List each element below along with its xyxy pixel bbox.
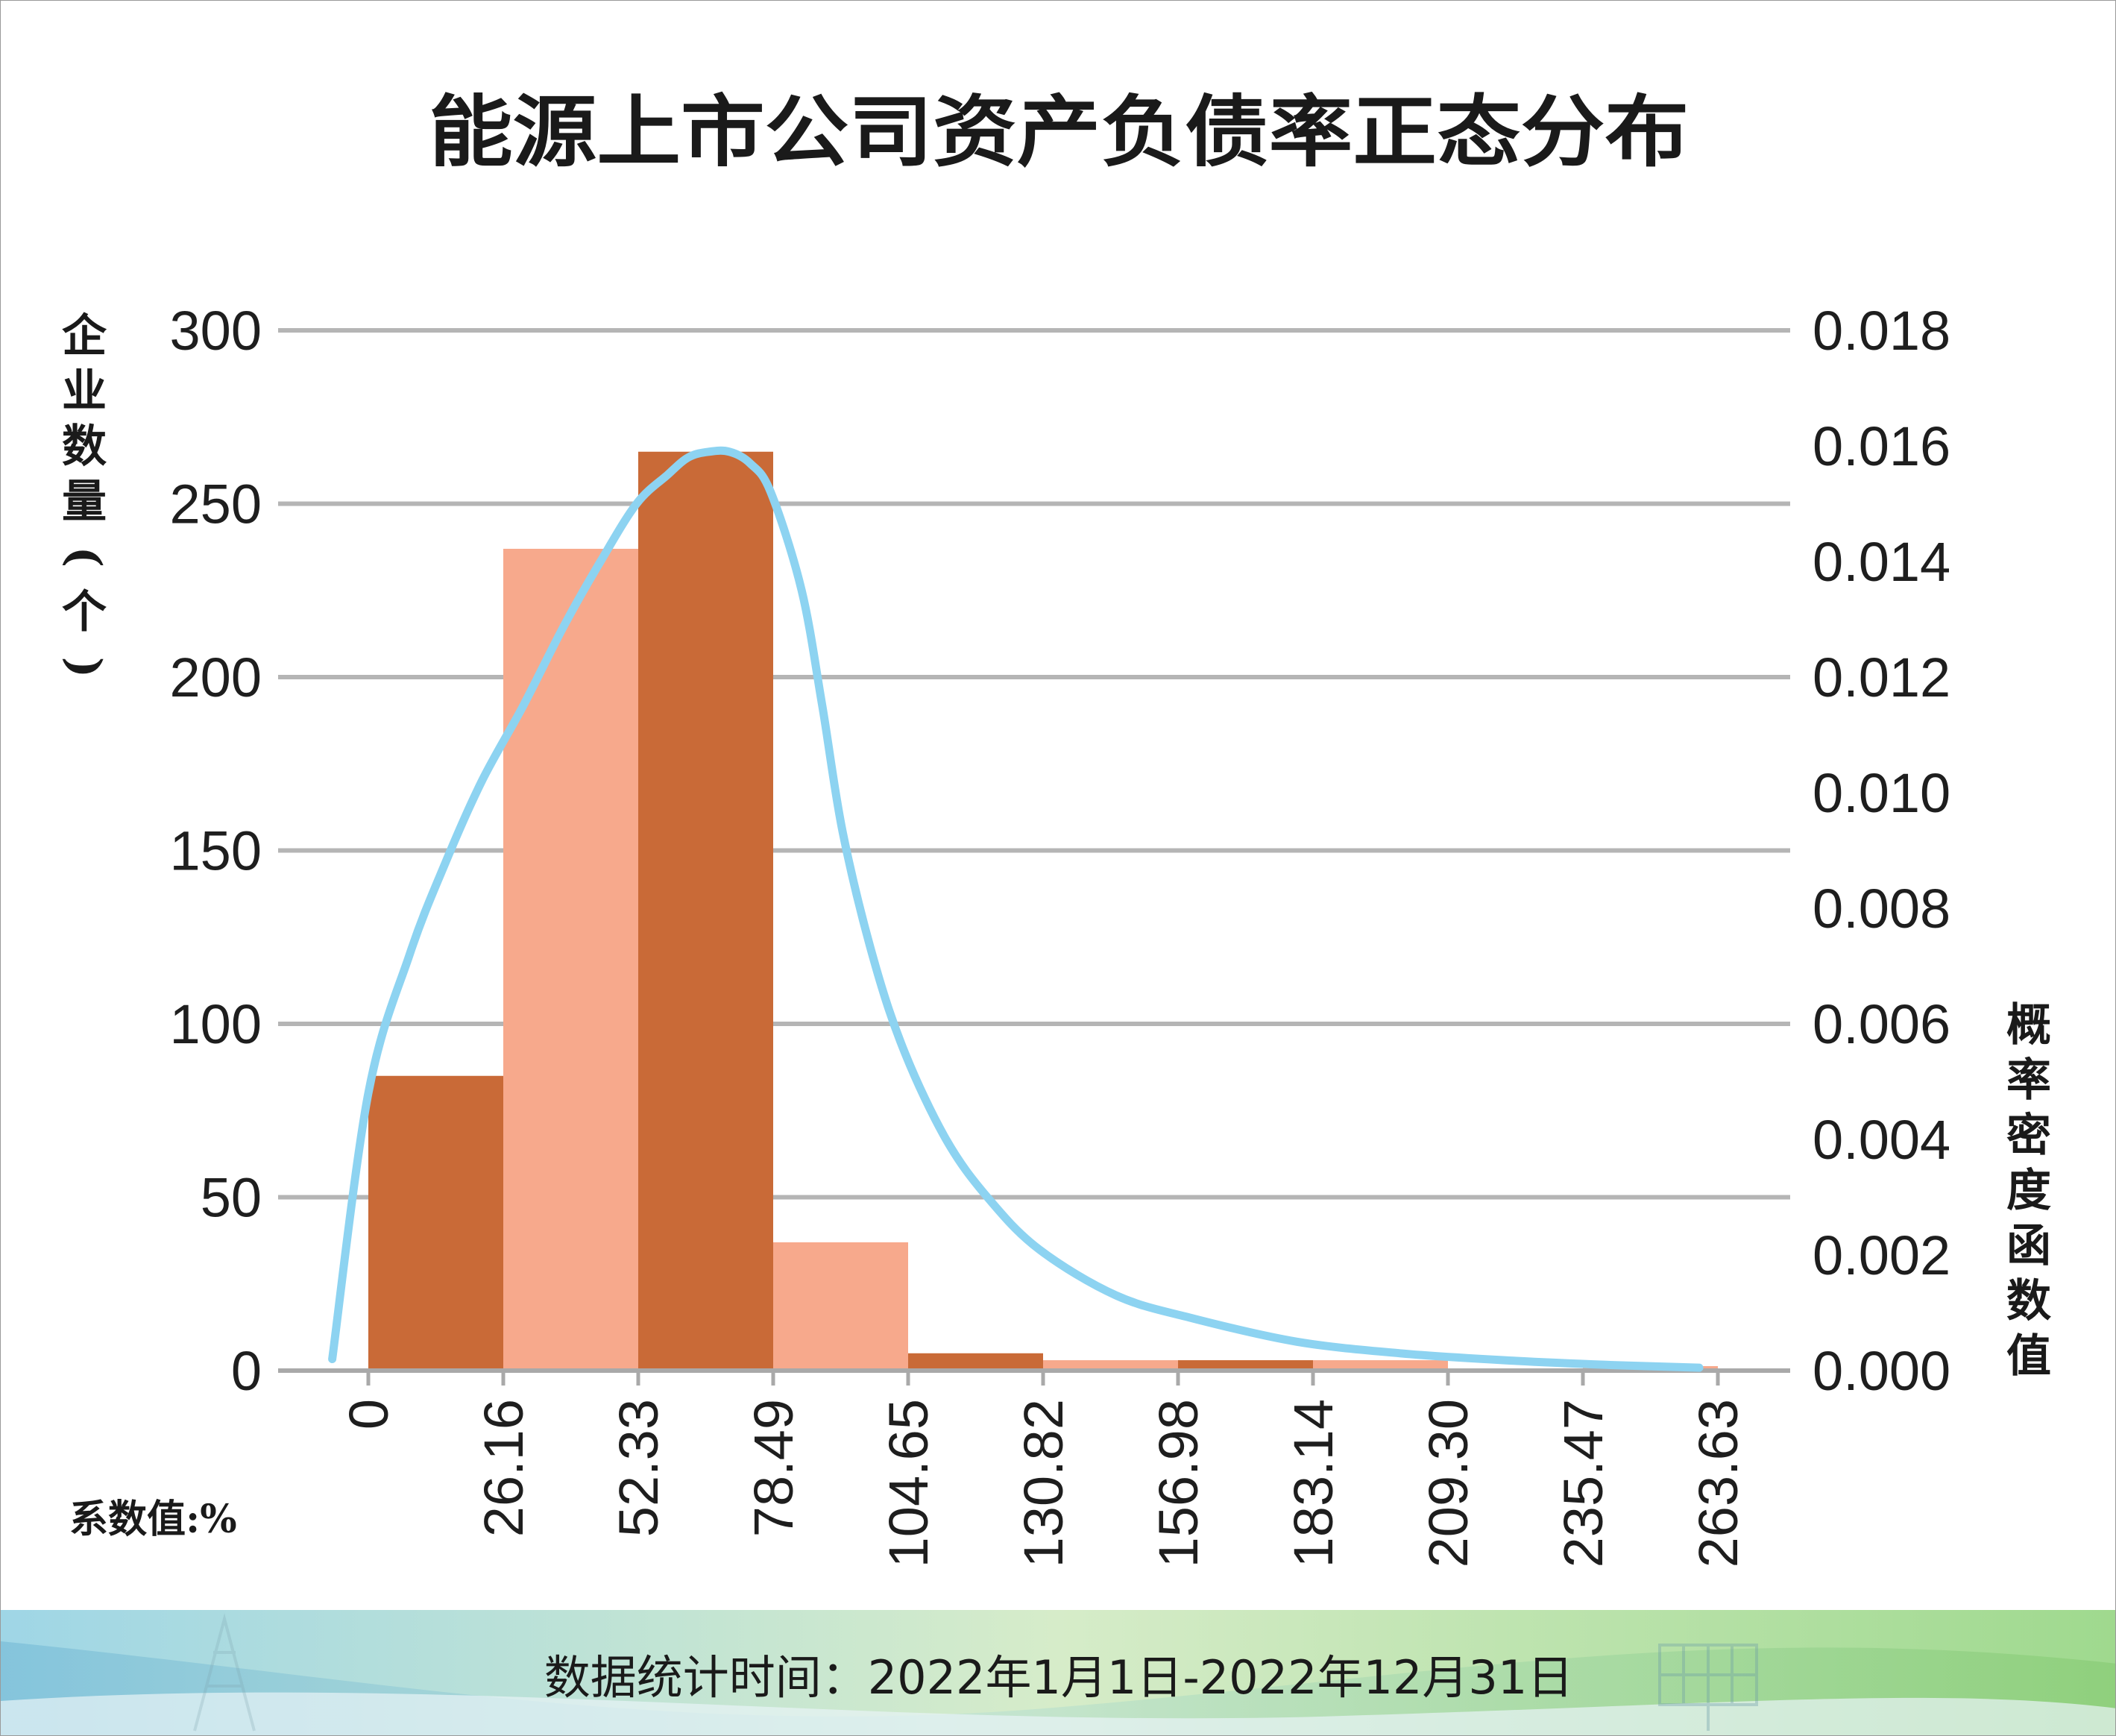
y-tick-label: 100 bbox=[170, 993, 262, 1055]
histogram-bar bbox=[1178, 1360, 1313, 1371]
x-tick-label: 52.33 bbox=[608, 1399, 670, 1537]
axis-title-glyph: 值 bbox=[2006, 1330, 2051, 1383]
axis-title-glyph: 函 bbox=[2006, 1220, 2051, 1272]
x-tick-label: 209.30 bbox=[1417, 1399, 1479, 1567]
y2-tick-label: 0.000 bbox=[1813, 1340, 1950, 1402]
x-tick-label: 235.47 bbox=[1552, 1399, 1614, 1567]
y-tick-label: 0 bbox=[231, 1340, 262, 1402]
footer-band bbox=[1, 1610, 2115, 1735]
histogram-bar bbox=[773, 1242, 908, 1371]
histogram-bar bbox=[638, 451, 773, 1371]
axis-title-glyph: 密 bbox=[2006, 1110, 2051, 1162]
bars bbox=[368, 451, 1718, 1371]
axis-title-glyph: 率 bbox=[2006, 1054, 2051, 1107]
y2-tick-label: 0.002 bbox=[1813, 1224, 1950, 1286]
axis-title-glyph: 度 bbox=[2006, 1165, 2051, 1217]
x-tick-label: 0 bbox=[338, 1399, 400, 1430]
x-tick-label: 183.14 bbox=[1282, 1399, 1344, 1567]
y2-tick-label: 0.010 bbox=[1813, 762, 1950, 824]
solar-panel-icon bbox=[1658, 1644, 1758, 1731]
y-axis-left: 0 50 100 150 200 250 300 bbox=[170, 300, 262, 1402]
x-axis bbox=[278, 1368, 1790, 1386]
x-tick-label: 263.63 bbox=[1687, 1399, 1749, 1567]
histogram-bar bbox=[503, 548, 638, 1371]
y2-tick-label: 0.008 bbox=[1813, 878, 1950, 940]
y2-tick-label: 0.018 bbox=[1813, 300, 1950, 362]
y-axis-right: 0.000 0.002 0.004 0.006 0.008 0.010 0.012 0.014… bbox=[1813, 300, 1950, 1402]
axis-title-glyph: 企 bbox=[62, 310, 107, 362]
y-tick-label: 50 bbox=[201, 1167, 262, 1229]
y-tick-label: 300 bbox=[170, 300, 262, 362]
y-tick-label: 150 bbox=[170, 820, 262, 882]
density-curve bbox=[328, 446, 1704, 1372]
axis-title-glyph: ( bbox=[58, 547, 110, 567]
unit-note: 系数值:% bbox=[69, 1497, 237, 1542]
y-tick-label: 200 bbox=[170, 647, 262, 708]
axis-title-glyph: 量 bbox=[62, 476, 107, 528]
x-tick-label: 104.65 bbox=[878, 1399, 939, 1567]
x-tick-labels: 0 26.16 52.33 78.49 104.65 130.82 156.98 183.14… bbox=[338, 1399, 1749, 1567]
histogram-bar bbox=[1043, 1360, 1178, 1371]
axis-title-glyph: 数 bbox=[2006, 1275, 2051, 1327]
y2-tick-label: 0.014 bbox=[1813, 531, 1950, 593]
y2-tick-label: 0.016 bbox=[1813, 415, 1950, 477]
chart-title: 能源上市公司资产负债率正态分布 bbox=[429, 86, 1689, 177]
axis-title-glyph: ) bbox=[58, 657, 110, 678]
y-tick-label: 250 bbox=[170, 474, 262, 535]
footer-date-range: 数据统计时间：2022年1月1日-2022年12月31日 bbox=[544, 1650, 1574, 1705]
histogram-bar bbox=[1313, 1360, 1448, 1371]
y2-tick-label: 0.012 bbox=[1813, 647, 1950, 708]
axis-title-glyph: 个 bbox=[62, 586, 107, 638]
axis-title-glyph: 业 bbox=[62, 365, 107, 418]
density-curve-group bbox=[328, 446, 1704, 1372]
histogram-bar bbox=[908, 1353, 1043, 1371]
x-tick-label: 26.16 bbox=[473, 1399, 535, 1537]
histogram-bar bbox=[368, 1075, 503, 1371]
axis-title-glyph: 概 bbox=[2006, 999, 2051, 1051]
pylon-icon bbox=[193, 1613, 256, 1732]
x-tick-label: 156.98 bbox=[1147, 1399, 1209, 1567]
x-tick-label: 130.82 bbox=[1013, 1399, 1074, 1567]
y2-tick-label: 0.006 bbox=[1813, 993, 1950, 1055]
y2-tick-label: 0.004 bbox=[1813, 1109, 1950, 1171]
x-tick-label: 78.49 bbox=[743, 1399, 804, 1537]
axis-title-glyph: 数 bbox=[62, 421, 107, 473]
